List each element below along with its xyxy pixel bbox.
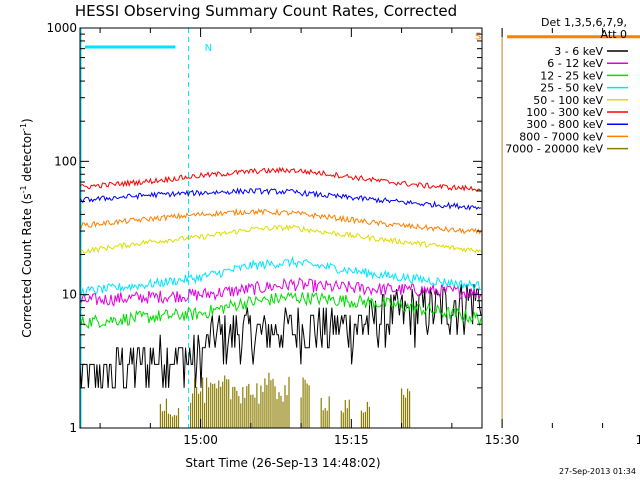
x-tick-label-2: 15:30 [485,433,520,447]
legend-header-2: Att 0 [601,28,627,41]
y-axis-label: Corrected Count Rate (s-1 detector-1) [19,118,34,337]
y-axis-label-end: ) [20,118,34,123]
legend-label-6: 300 - 800 keV [526,118,603,131]
legend-label-5: 100 - 300 keV [526,106,603,119]
legend-label-8: 7000 - 20000 keV [505,143,603,156]
s-marker-label: S [475,31,481,42]
x-axis-label: Start Time (26-Sep-13 14:48:02) [185,456,380,470]
y-axis-label-sup-2: -1 [19,123,28,131]
legend-label-1: 6 - 12 keV [547,57,603,70]
legend-label-0: 3 - 6 keV [554,45,603,58]
footer-timestamp: 27-Sep-2013 01:34 [559,467,636,476]
y-tick-label-1: 10 [62,288,77,302]
x-tick-label-1: 15:15 [334,433,369,447]
x-tick-label-3: 15:45 [636,433,640,447]
y-axis-label-mid: detector [20,131,34,186]
legend-label-7: 800 - 7000 keV [519,130,603,143]
legend-label-3: 25 - 50 keV [540,82,603,95]
series-line-0-seg-0 [79,284,482,389]
series-line-7-seg-0 [79,208,482,235]
legend-label-2: 12 - 25 keV [540,69,603,82]
series-line-5-seg-0 [79,166,482,193]
legend-label-4: 50 - 100 keV [533,94,603,107]
series-line-3-seg-0 [79,256,482,297]
night-marker-n: N [205,43,212,54]
y-tick-label-3: 1000 [46,21,77,35]
x-tick-label-0: 15:00 [183,433,218,447]
plot-frame [79,27,483,429]
y-tick-label-2: 100 [54,154,77,168]
series-line-4-seg-0 [79,224,482,254]
series-line-6-seg-0 [79,187,482,211]
y-tick-label-0: 1 [69,421,77,435]
legend-header-1: Det 1,3,5,6,7,9, [541,16,627,29]
y-axis-label-sup-1: -1 [19,185,28,193]
y-axis-label-main: Corrected Count Rate (s [20,193,34,337]
series-line-1-seg-0 [79,277,482,307]
series-line-2-seg-0 [79,291,482,330]
chart-title: HESSI Observing Summary Count Rates, Cor… [75,2,457,20]
